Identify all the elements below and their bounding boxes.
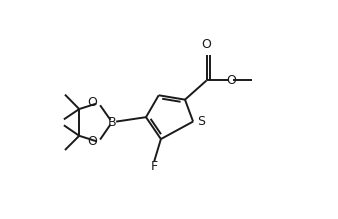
Text: S: S: [197, 115, 205, 128]
Text: O: O: [226, 74, 236, 87]
Text: B: B: [108, 116, 116, 129]
Text: O: O: [87, 135, 97, 148]
Text: O: O: [202, 38, 212, 51]
Text: O: O: [87, 96, 97, 110]
Text: F: F: [150, 160, 158, 173]
